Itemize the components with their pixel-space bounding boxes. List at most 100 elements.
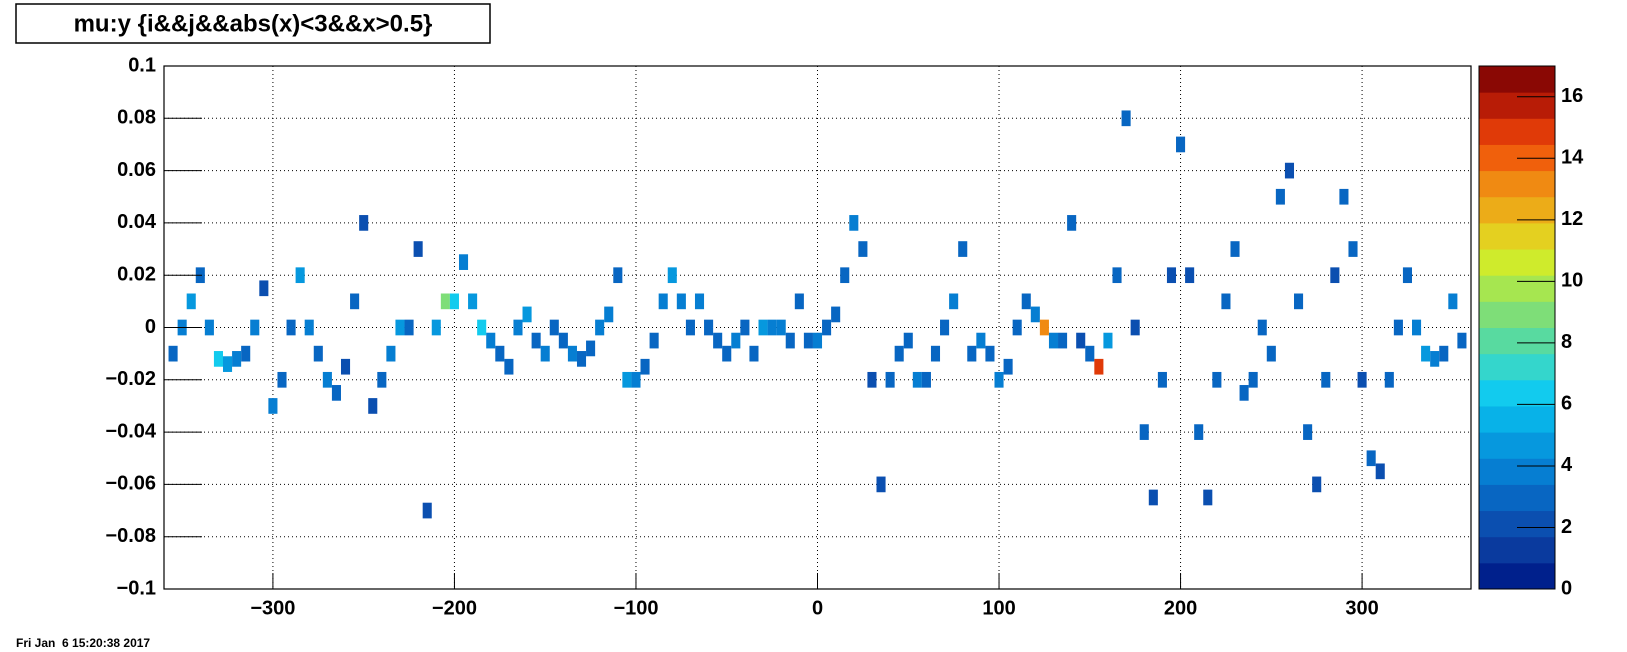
cell: [1103, 332, 1113, 349]
chart-title: mu:y {i&&j&&abs(x)<3&&x>0.5}: [74, 10, 433, 37]
cell: [232, 351, 242, 367]
cell: [468, 293, 478, 310]
colorbar-band: [1479, 170, 1555, 198]
cell: [1194, 424, 1204, 440]
cell: [685, 319, 695, 336]
colorbar-band: [1479, 405, 1555, 433]
cell: [785, 332, 795, 349]
x-tick-label: 100: [982, 597, 1015, 619]
cell: [1239, 385, 1249, 401]
cell: [331, 385, 341, 401]
cell: [567, 345, 577, 362]
y-tick-label: 0: [145, 316, 156, 338]
cell: [631, 371, 641, 388]
cell: [876, 476, 886, 493]
cell: [504, 358, 514, 375]
cell: [1139, 424, 1149, 440]
cell: [1166, 267, 1177, 284]
z-tick-label: 0: [1561, 577, 1572, 599]
cell: [1457, 332, 1467, 349]
cell: [731, 332, 741, 349]
cell: [322, 371, 332, 388]
cell: [1094, 358, 1104, 375]
colorbar-band: [1479, 562, 1555, 590]
cell: [1039, 319, 1049, 336]
cell: [350, 293, 360, 310]
cell: [1230, 241, 1240, 257]
cell: [985, 345, 995, 362]
cell: [531, 332, 541, 349]
cell: [640, 358, 650, 375]
cell: [250, 319, 260, 336]
y-tick-label: −0.1: [117, 577, 156, 599]
cell: [740, 319, 750, 336]
cell: [921, 371, 931, 388]
x-tick-label: −300: [250, 597, 295, 619]
cell: [940, 319, 950, 336]
colorbar-band: [1479, 92, 1555, 119]
cell: [976, 332, 986, 349]
cell: [286, 319, 296, 336]
cell: [549, 319, 559, 336]
y-tick-label: −0.02: [105, 368, 156, 390]
cell: [1312, 476, 1322, 493]
cell: [1321, 371, 1331, 388]
cell: [313, 345, 323, 362]
cell: [749, 345, 759, 362]
cell: [522, 306, 532, 323]
cell: [658, 293, 668, 310]
cell: [803, 332, 813, 349]
cell: [540, 345, 550, 362]
cell: [1393, 319, 1403, 336]
cell: [1030, 306, 1040, 323]
y-tick-label: 0.02: [117, 263, 156, 285]
colorbar-band: [1479, 510, 1555, 538]
cell: [1303, 424, 1313, 440]
cell: [822, 319, 832, 336]
x-tick-label: 300: [1345, 597, 1378, 619]
cell: [694, 293, 705, 310]
cell: [595, 319, 605, 336]
cell: [1148, 489, 1158, 506]
cell: [1012, 319, 1022, 336]
cell: [1130, 319, 1140, 336]
cell: [930, 345, 941, 362]
cell: [1330, 267, 1340, 284]
colorbar-band: [1479, 118, 1555, 145]
cell: [812, 332, 823, 349]
cell: [1421, 345, 1431, 362]
colorbar-band: [1479, 432, 1555, 459]
y-tick-label: 0.08: [117, 107, 156, 129]
cell: [1076, 332, 1086, 349]
cell: [1257, 319, 1267, 336]
cell: [994, 371, 1004, 388]
cell: [576, 351, 587, 367]
cell: [495, 345, 505, 362]
cell: [1157, 371, 1167, 388]
cell: [413, 241, 423, 257]
cell: [458, 254, 469, 270]
cell: [1003, 358, 1013, 375]
cell: [586, 340, 596, 357]
z-tick-label: 12: [1561, 208, 1583, 230]
cell: [713, 332, 723, 349]
z-tick-label: 2: [1561, 516, 1572, 538]
cell: [849, 215, 859, 231]
cell: [958, 241, 968, 257]
cell: [1339, 188, 1349, 205]
cell: [840, 267, 850, 284]
cell: [722, 345, 732, 362]
cell: [259, 280, 269, 297]
cell: [1085, 345, 1095, 362]
colorbar-band: [1479, 249, 1555, 276]
cell: [1384, 371, 1394, 388]
cell: [912, 371, 922, 388]
cell: [395, 319, 405, 336]
cell: [903, 332, 913, 349]
colorbar-band: [1479, 327, 1555, 355]
cell: [867, 371, 877, 388]
cell: [359, 215, 369, 231]
cell: [831, 306, 841, 323]
cell: [431, 319, 441, 336]
cell: [1176, 136, 1186, 153]
